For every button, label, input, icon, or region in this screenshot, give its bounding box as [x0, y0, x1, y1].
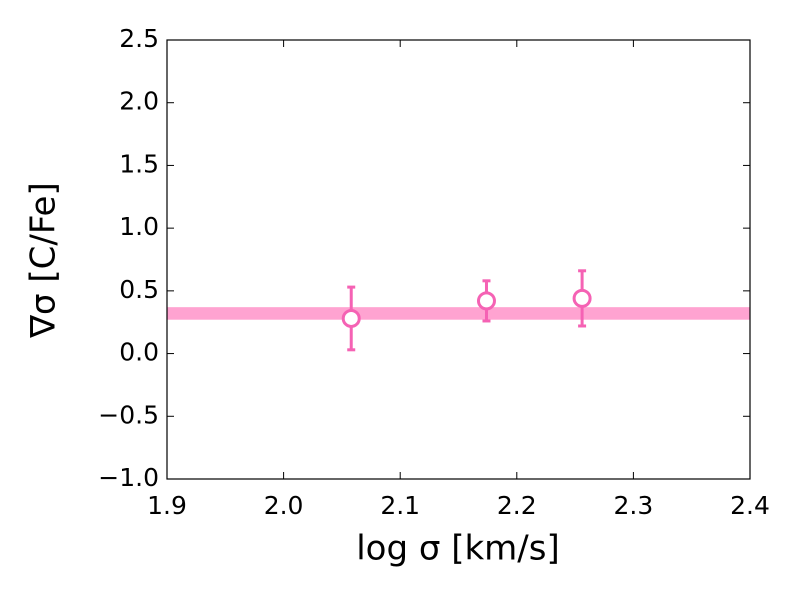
x-tick-label: 2.2	[497, 491, 537, 520]
y-axis-label: ∇σ [C/Fe]	[24, 182, 64, 338]
band	[167, 307, 750, 320]
marker	[476, 291, 496, 311]
y-tick-label: 2.5	[119, 24, 159, 53]
x-tick-label: 1.9	[147, 491, 187, 520]
y-tick-label: −1.0	[98, 463, 159, 492]
y-tick-label: 1.5	[119, 149, 159, 178]
x-tick-label: 2.4	[730, 491, 770, 520]
x-tick-label: 2.3	[614, 491, 654, 520]
marker	[572, 288, 592, 308]
x-axis-label: log σ [km/s]	[356, 529, 560, 569]
y-tick-label: 2.0	[119, 87, 159, 116]
y-tick-label: 0.5	[119, 275, 159, 304]
y-tick-label: −0.5	[98, 400, 159, 429]
y-tick-label: 1.0	[119, 212, 159, 241]
x-tick-label: 2.0	[264, 491, 304, 520]
x-tick-label: 2.1	[380, 491, 420, 520]
marker	[341, 308, 361, 328]
y-tick-label: 0.0	[119, 338, 159, 367]
plot-frame	[166, 39, 751, 480]
